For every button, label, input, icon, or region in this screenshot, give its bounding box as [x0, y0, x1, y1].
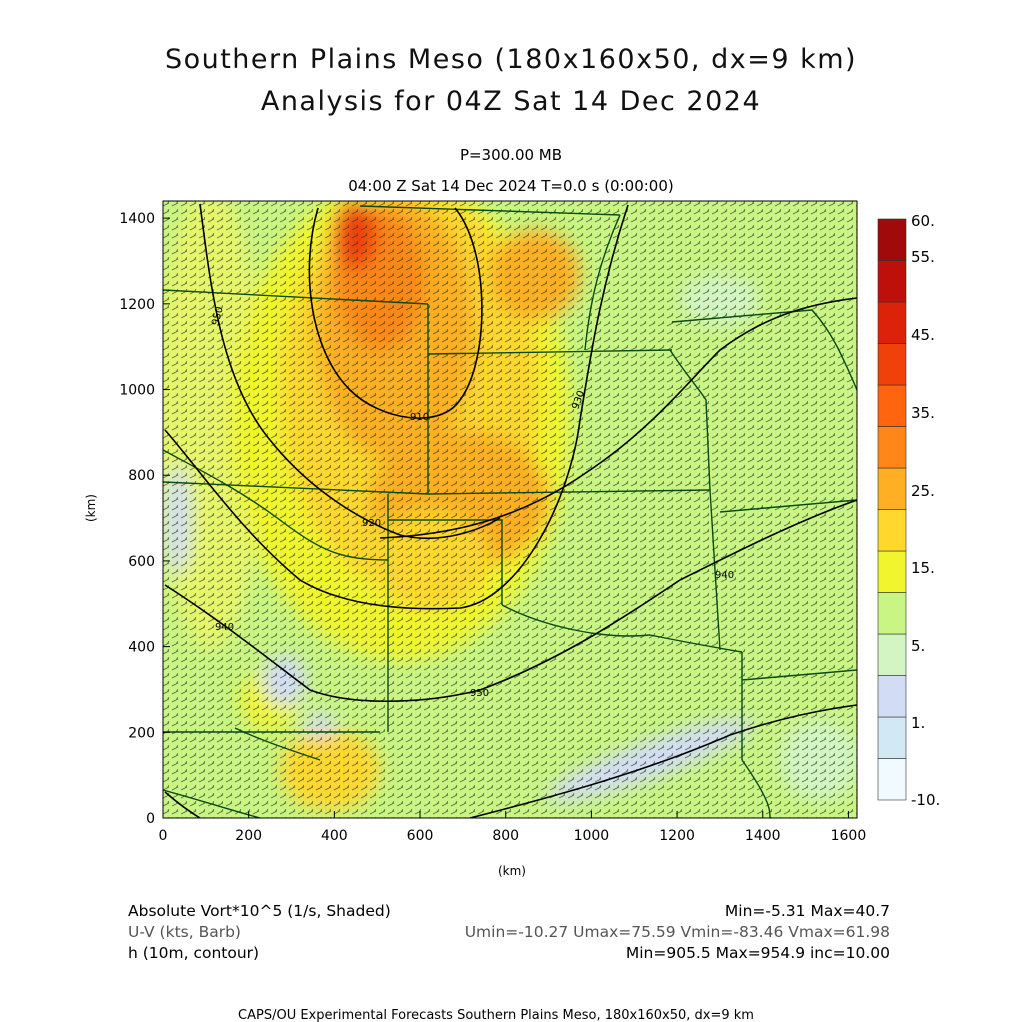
- contour-label: 920: [362, 518, 381, 529]
- colorbar-label: -10.: [911, 791, 940, 809]
- valid-time: 04:00 Z Sat 14 Dec 2024 T=0.0 s (0:00:00…: [348, 177, 674, 195]
- x-tick-label: 200: [235, 828, 262, 844]
- credit-line: CAPS/OU Experimental Forecasts Southern …: [238, 1008, 754, 1022]
- colorbar-swatch: [877, 675, 907, 718]
- y-tick-label: 1400: [119, 211, 155, 227]
- contour-950-sw: [164, 791, 201, 818]
- colorbar-label: 35.: [911, 404, 935, 422]
- border-east-3: [741, 669, 857, 681]
- colorbar-label: 25.: [911, 482, 935, 500]
- border-nm-south: [234, 727, 321, 761]
- field3-stats: Min=905.5 Max=954.9 inc=10.00: [626, 944, 890, 962]
- border-ok-north: [163, 481, 711, 495]
- colorbar-swatch: [877, 633, 907, 676]
- field3-label: h (10m, contour): [128, 944, 259, 962]
- border-ok-tx-east: [388, 519, 503, 605]
- contour-950: [469, 704, 857, 818]
- x-tick-label: 400: [321, 828, 348, 844]
- colorbar-swatch: [877, 218, 907, 261]
- border-north-dak: [359, 205, 621, 216]
- border-east-1: [671, 309, 813, 323]
- x-tick-label: 800: [492, 828, 519, 844]
- border-north-river: [584, 214, 621, 351]
- colorbar-swatch: [877, 301, 907, 344]
- y-tick-label: 200: [128, 725, 155, 741]
- y-tick-label: 400: [128, 640, 155, 656]
- colorbar-swatch: [877, 343, 907, 386]
- contour-label: 940: [715, 570, 734, 581]
- colorbar-swatch: [877, 260, 907, 303]
- plot-frame: [162, 200, 858, 819]
- colorbar-swatch: [877, 550, 907, 593]
- y-tick-label: 600: [128, 554, 155, 570]
- y-tick-label: 0: [146, 811, 155, 827]
- colorbar-swatch: [877, 467, 907, 510]
- x-tick-label: 0: [159, 828, 168, 844]
- x-axis: 0 200 400 600 800 1000 1200 1400 1600: [159, 811, 867, 844]
- border-sw-river: [163, 789, 261, 818]
- colorbar-swatch: [877, 716, 907, 759]
- contour-label: 940: [215, 622, 234, 633]
- colorbar-label: 1.: [911, 714, 925, 732]
- y-axis: 0 200 400 600 800 1000 1200 1400: [119, 211, 170, 827]
- x-tick-label: 1200: [659, 828, 695, 844]
- field1-stats: Min=-5.31 Max=40.7: [725, 902, 890, 920]
- colorbar-label: 55.: [911, 248, 935, 266]
- field2-label: U-V (kts, Barb): [128, 923, 241, 941]
- border-east-2: [719, 499, 857, 513]
- colorbar: 60. 55. 45. 35. 25. 15. 5. 1. -10.: [877, 212, 940, 809]
- y-tick-label: 800: [128, 468, 155, 484]
- y-tick-label: 1000: [119, 383, 155, 399]
- contour-910: [308, 207, 483, 419]
- colorbar-swatch: [877, 509, 907, 552]
- x-tick-label: 1400: [745, 828, 781, 844]
- contour-label: 910: [410, 412, 429, 423]
- border-northeast-river: [811, 309, 857, 391]
- field2-stats: Umin=-10.27 Umax=75.59 Vmin=-83.46 Vmax=…: [465, 923, 890, 941]
- colorbar-swatch: [877, 384, 907, 427]
- field1-label: Absolute Vort*10^5 (1/s, Shaded): [128, 902, 391, 920]
- x-tick-label: 600: [407, 828, 434, 844]
- height-contours: [164, 203, 857, 818]
- border-red-river: [501, 604, 743, 653]
- border-ks-mo: [427, 349, 673, 355]
- colorbar-swatch: [877, 592, 907, 635]
- x-tick-label: 1600: [831, 828, 867, 844]
- contour-label: 950: [210, 305, 226, 326]
- contour-940-west: [164, 499, 857, 703]
- border-ne-ks: [163, 289, 429, 305]
- colorbar-label: 15.: [911, 559, 935, 577]
- y-tick-label: 1200: [119, 297, 155, 313]
- colorbar-label: 5.: [911, 637, 925, 655]
- colorbar-label: 45.: [911, 326, 935, 344]
- map-title: Southern Plains Meso (180x160x50, dx=9 k…: [164, 44, 858, 75]
- border-mississippi: [669, 349, 711, 491]
- contour-label: 950: [470, 688, 489, 699]
- border-gulf: [741, 759, 771, 818]
- colorbar-swatch: [877, 426, 907, 469]
- contour-940-east: [379, 297, 857, 539]
- x-tick-label: 1000: [574, 828, 610, 844]
- colorbar-swatch: [877, 758, 907, 801]
- x-axis-label: (km): [498, 864, 526, 878]
- border-mo-ar: [709, 489, 721, 651]
- plot-area: [163, 201, 857, 818]
- contour-920: [199, 203, 501, 539]
- contour-930: [164, 204, 629, 610]
- map-subtitle: Analysis for 04Z Sat 14 Dec 2024: [260, 86, 762, 117]
- colorbar-label: 60.: [911, 212, 935, 230]
- pressure-level: P=300.00 MB: [459, 146, 563, 164]
- y-axis-label: (km): [84, 494, 98, 522]
